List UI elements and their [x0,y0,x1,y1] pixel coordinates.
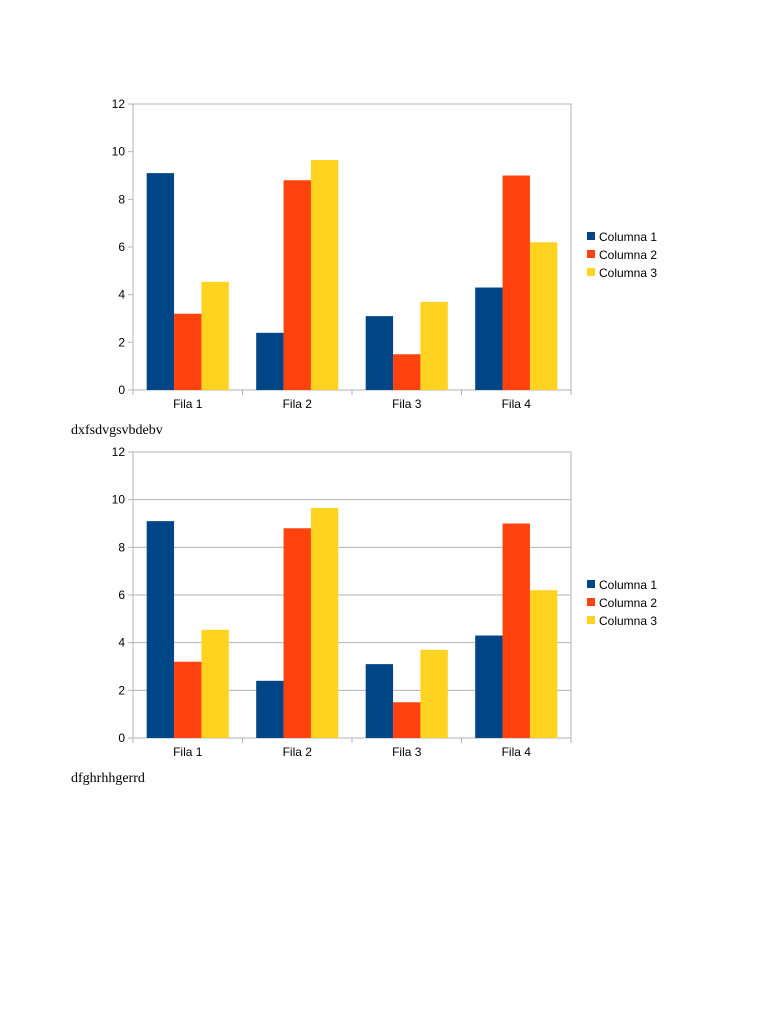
chart-1-y-tick-label-4: 8 [118,192,125,206]
chart-2-x-tick-label-1: Fila 1 [173,745,203,759]
chart-2-bar-2-4 [502,523,530,738]
chart-2-y-tick-label-3: 6 [118,588,125,602]
chart-2-bar-2-3 [393,702,421,738]
chart-1-legend-label-2: Columna 2 [599,248,657,262]
caption-1: dxfsdvgsvbdebv [71,423,163,438]
chart-1-bar-2-1 [174,313,202,390]
chart-1-bar-2-4 [502,175,530,390]
chart-2-bar-1-4 [475,635,503,738]
chart-1-y-tick-label-3: 6 [118,240,125,254]
chart-1-legend-label-3: Columna 3 [599,266,657,280]
chart-1-x-tick-label-3: Fila 3 [392,397,422,411]
chart-2-bar-3-3 [420,649,448,738]
chart-2-y-tick-label-1: 2 [118,683,125,697]
chart-1-y-tick-label-5: 10 [112,145,126,159]
chart-2-y-tick-label-2: 4 [118,636,125,650]
chart-1-x-tick-label-1: Fila 1 [173,397,203,411]
chart-1-x-tick-label-4: Fila 4 [502,397,532,411]
chart-2-bar-2-1 [174,661,202,738]
chart-1-bar-1-4 [475,287,503,390]
chart-2-y-tick-label-5: 10 [112,493,126,507]
chart-2-x-tick-label-2: Fila 2 [283,745,313,759]
chart-1-legend-label-1: Columna 1 [599,230,657,244]
chart-2-svg: 0 2 4 6 8 10 12 Fila 1 Fila 2 Fila 3 Fila 4 Columna… [112,445,658,759]
chart-2-legend-swatch-2 [587,598,595,606]
chart-1-bar-3-2 [310,160,339,390]
chart-2-bar-3-4 [529,590,558,738]
chart-2-legend-swatch-3 [587,616,595,624]
chart-1-bar-3-4 [529,242,558,390]
chart-2-x-tick-label-3: Fila 3 [392,745,422,759]
chart-1-bar-3-3 [420,301,448,390]
chart-2-bar-1-1 [146,521,175,738]
chart-1-y-tick-label-0: 0 [118,383,125,397]
chart-1-bar-1-2 [256,332,284,390]
chart-1-bar-1-1 [146,173,175,390]
chart-2-y-tick-label-6: 12 [112,445,126,459]
chart-2-legend-label-2: Columna 2 [599,596,657,610]
chart-1-y-tick-label-1: 2 [118,335,125,349]
chart-1: 0 2 4 6 8 10 12 Fila 1 Fila 2 Fila 3 Fila 4 Columna… [0,92,768,411]
chart-2-bar-1-2 [256,680,284,738]
chart-1-bar-1-3 [365,316,394,390]
chart-1-y-tick-label-6: 12 [112,97,126,111]
chart-2-y-tick-label-0: 0 [118,731,125,745]
chart-1-legend-swatch-3 [587,268,595,276]
chart-2-x-tick-label-4: Fila 4 [502,745,532,759]
chart-1-x-tick-label-2: Fila 2 [283,397,313,411]
chart-1-legend-swatch-2 [587,250,595,258]
chart-2-bar-2-2 [283,528,311,738]
chart-2-legend-label-3: Columna 3 [599,614,657,628]
chart-1-bar-2-2 [283,180,311,390]
chart-2-y-tick-label-4: 8 [118,540,125,554]
chart-1-legend-swatch-1 [587,232,595,240]
chart-1-bar-3-1 [201,281,229,390]
chart-2-legend-swatch-1 [587,580,595,588]
chart-2-legend-label-1: Columna 1 [599,578,657,592]
chart-2-bar-3-2 [310,508,339,738]
chart-2-bar-3-1 [201,629,229,738]
caption-2: dfghrhhgerrd [71,771,145,786]
chart-1-bar-2-3 [393,354,421,390]
chart-2: 0 2 4 6 8 10 12 Fila 1 Fila 2 Fila 3 Fila 4 Columna… [0,440,768,759]
chart-1-svg: 0 2 4 6 8 10 12 Fila 1 Fila 2 Fila 3 Fila 4 Columna… [112,97,658,411]
chart-2-bar-1-3 [365,664,394,738]
chart-1-y-tick-label-2: 4 [118,288,125,302]
